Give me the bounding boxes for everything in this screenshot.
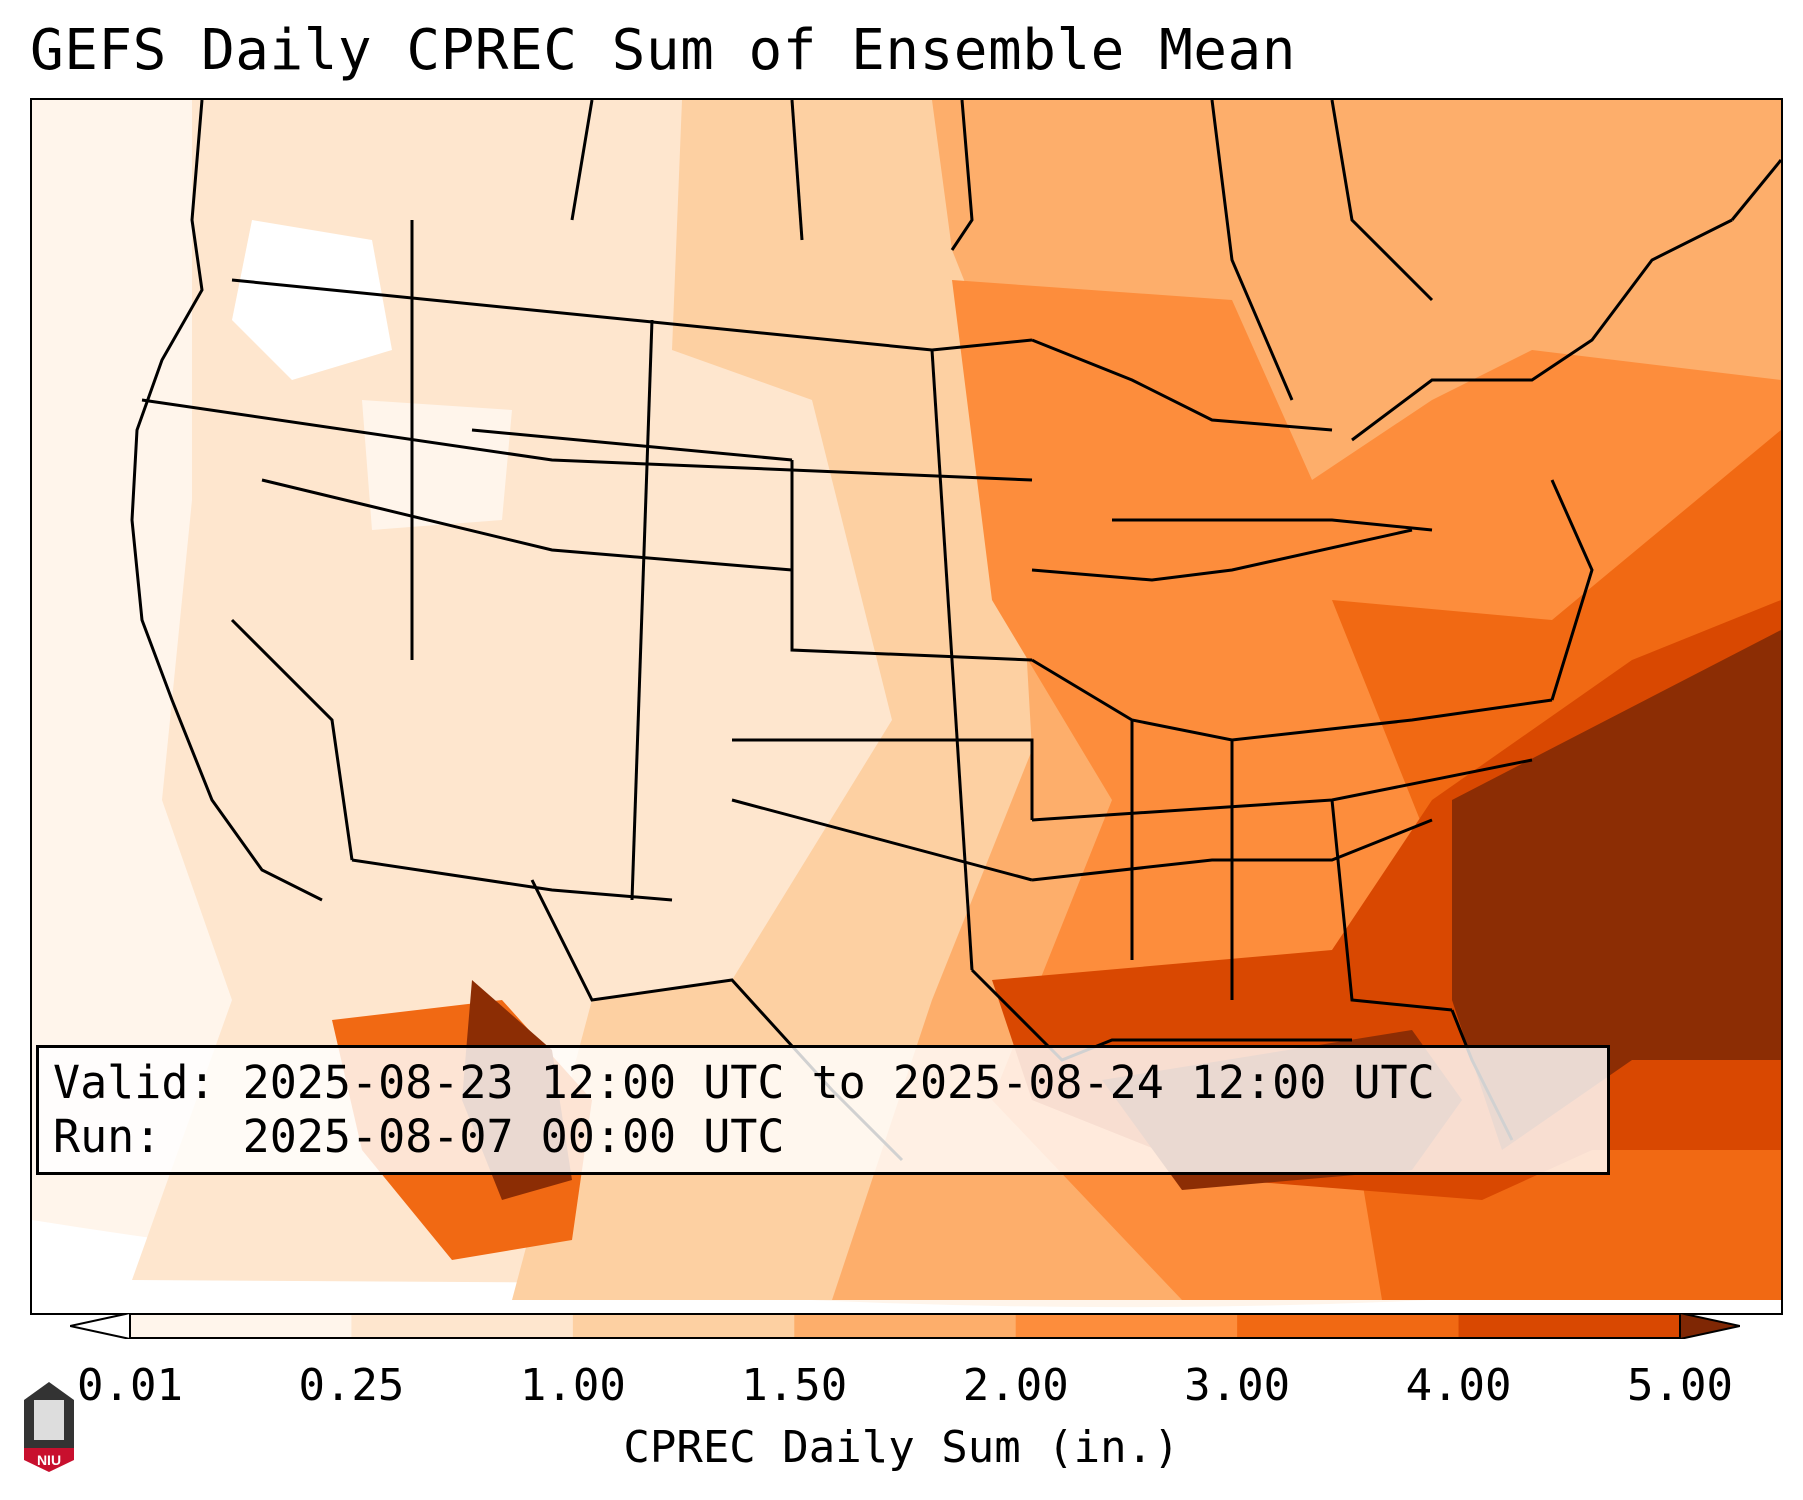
colorbar-tick-label: 1.00 (519, 1360, 626, 1411)
valid-run-info-box: Valid: 2025-08-23 12:00 UTC to 2025-08-2… (36, 1045, 1610, 1175)
colorbar-outline (129, 1313, 1681, 1339)
run-time-text: Run: 2025-08-07 00:00 UTC (53, 1110, 785, 1163)
colorbar-tick-label: 5.00 (1627, 1360, 1733, 1411)
colorbar-segment (130, 1313, 352, 1339)
colorbar-segment (572, 1313, 795, 1339)
colorbar-segment (794, 1313, 1017, 1339)
map-title: GEFS Daily CPREC Sum of Ensemble Mean (30, 18, 1296, 83)
colorbar-segment (351, 1313, 574, 1339)
colorbar-segment (1237, 1313, 1460, 1339)
niu-logo: NIU (20, 1378, 78, 1474)
colorbar-tick-label: 1.50 (741, 1360, 848, 1411)
colorbar-tick-label: 0.01 (77, 1360, 183, 1411)
colorbar-segment (1458, 1313, 1681, 1339)
colorbar-tick-label: 4.00 (1405, 1360, 1512, 1411)
colorbar (70, 1313, 1740, 1339)
colorbar-under-extension (70, 1313, 131, 1339)
niu-logo-text: NIU (37, 1452, 61, 1468)
colorbar-ticks: 0.01 0.25 1.00 1.50 2.00 3.00 4.00 5.00 (0, 1360, 1803, 1420)
valid-time-text: Valid: 2025-08-23 12:00 UTC to 2025-08-2… (53, 1056, 1435, 1109)
colorbar-tick-label: 2.00 (962, 1360, 1069, 1411)
colorbar-label: CPREC Daily Sum (in.) (623, 1422, 1180, 1473)
colorbar-over-extension (1679, 1313, 1740, 1339)
colorbar-tick-label: 3.00 (1184, 1360, 1291, 1411)
boundaries (130, 100, 1781, 1162)
colorbar-segment (1015, 1313, 1238, 1339)
colorbar-tick-label: 0.25 (298, 1360, 405, 1411)
